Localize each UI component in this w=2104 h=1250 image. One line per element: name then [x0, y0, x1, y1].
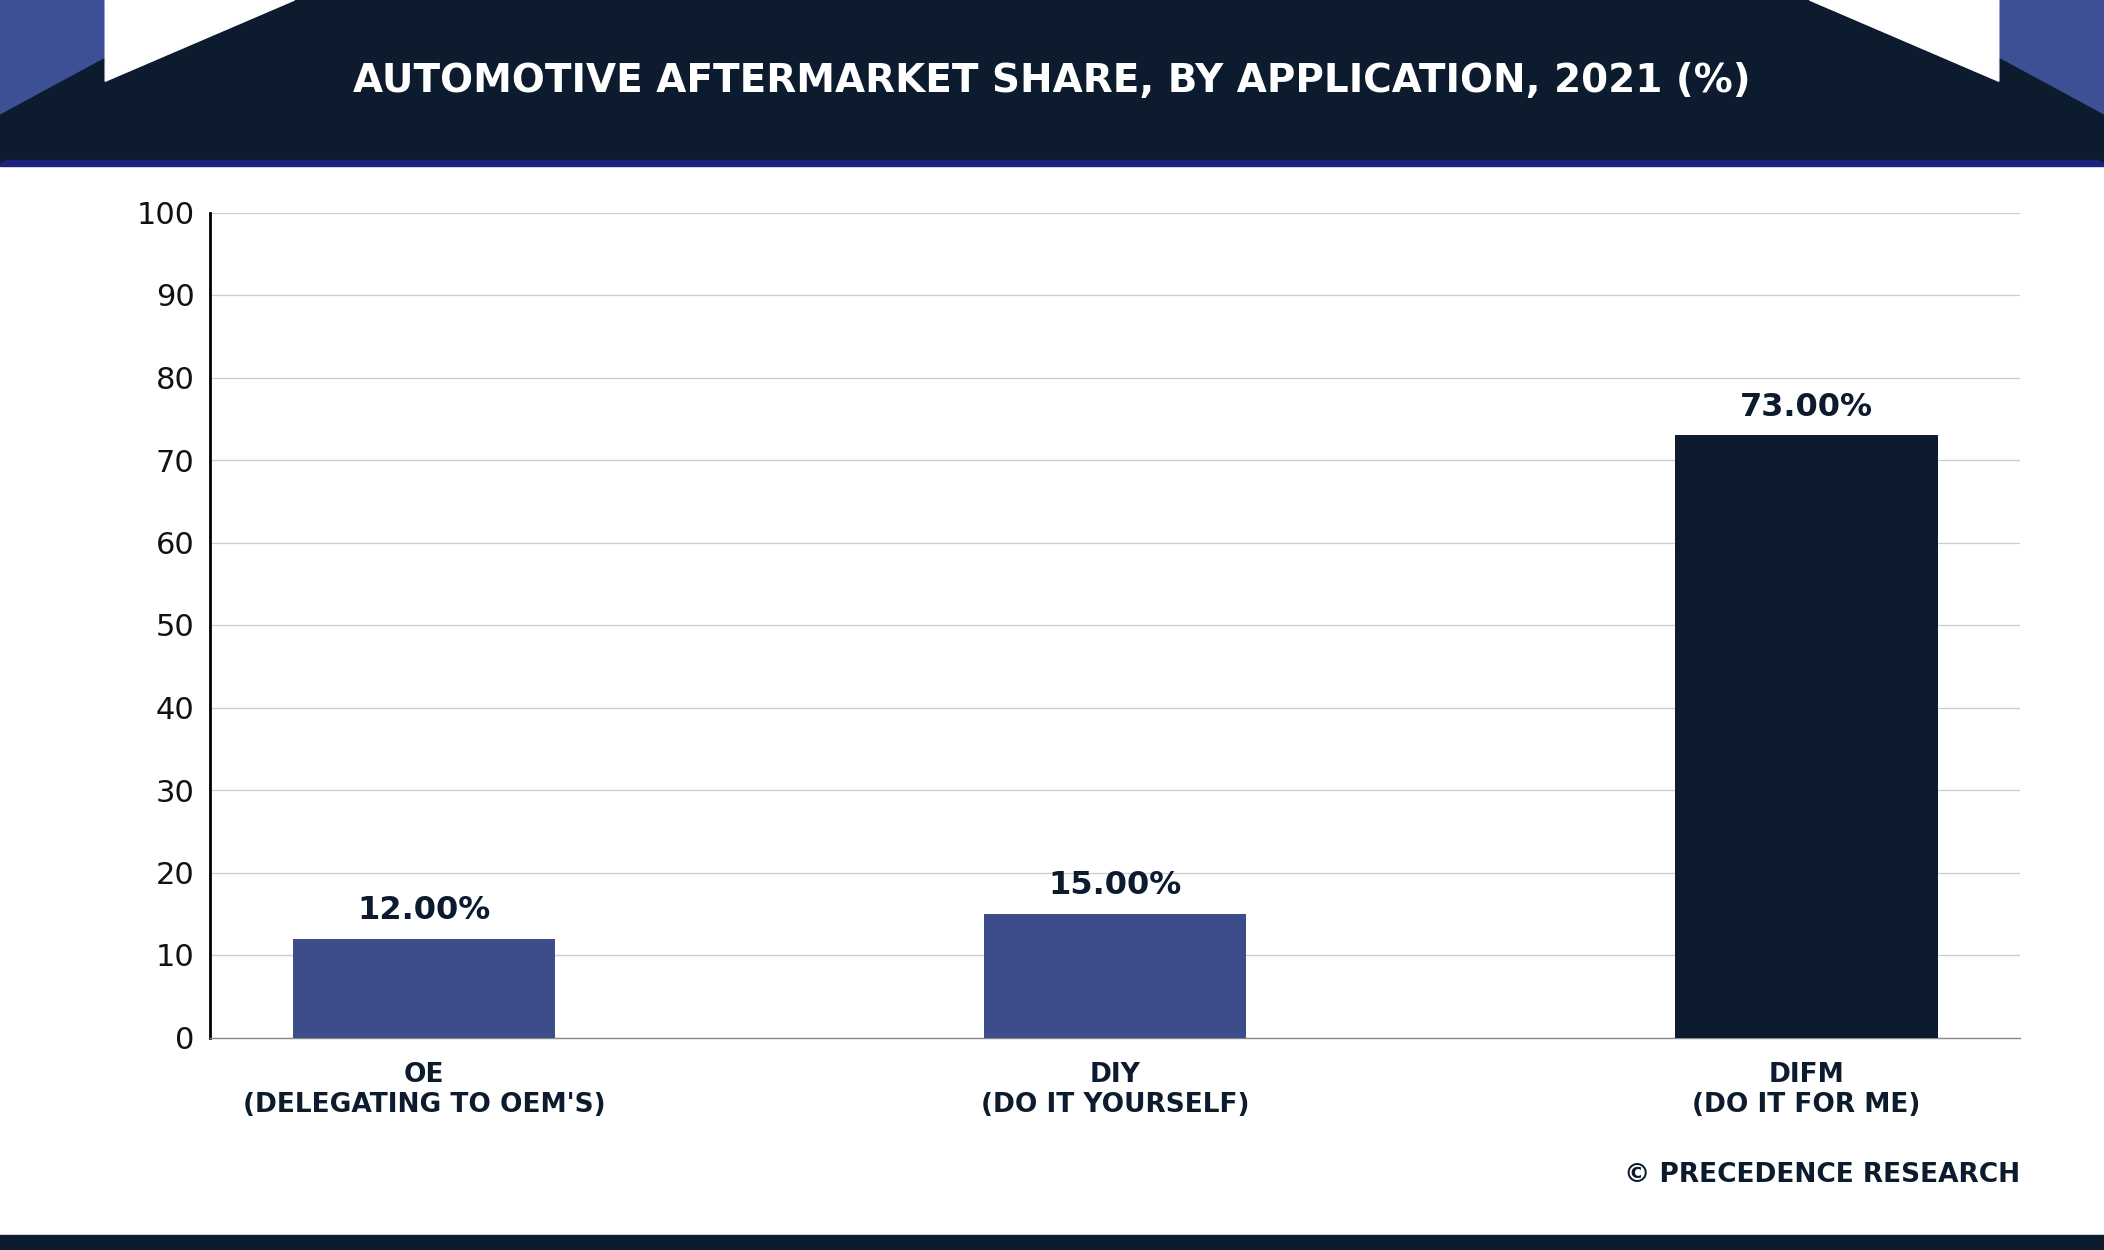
Text: 73.00%: 73.00%: [1740, 392, 1873, 422]
Text: 12.00%: 12.00%: [358, 895, 490, 926]
Text: © PRECEDENCE RESEARCH: © PRECEDENCE RESEARCH: [1624, 1161, 2020, 1188]
Bar: [985, 914, 1246, 1038]
Bar: [292, 939, 555, 1038]
Text: AUTOMOTIVE AFTERMARKET SHARE, BY APPLICATION, 2021 (%): AUTOMOTIVE AFTERMARKET SHARE, BY APPLICA…: [353, 62, 1751, 100]
Bar: [1675, 435, 1938, 1038]
Text: 15.00%: 15.00%: [1048, 870, 1182, 901]
